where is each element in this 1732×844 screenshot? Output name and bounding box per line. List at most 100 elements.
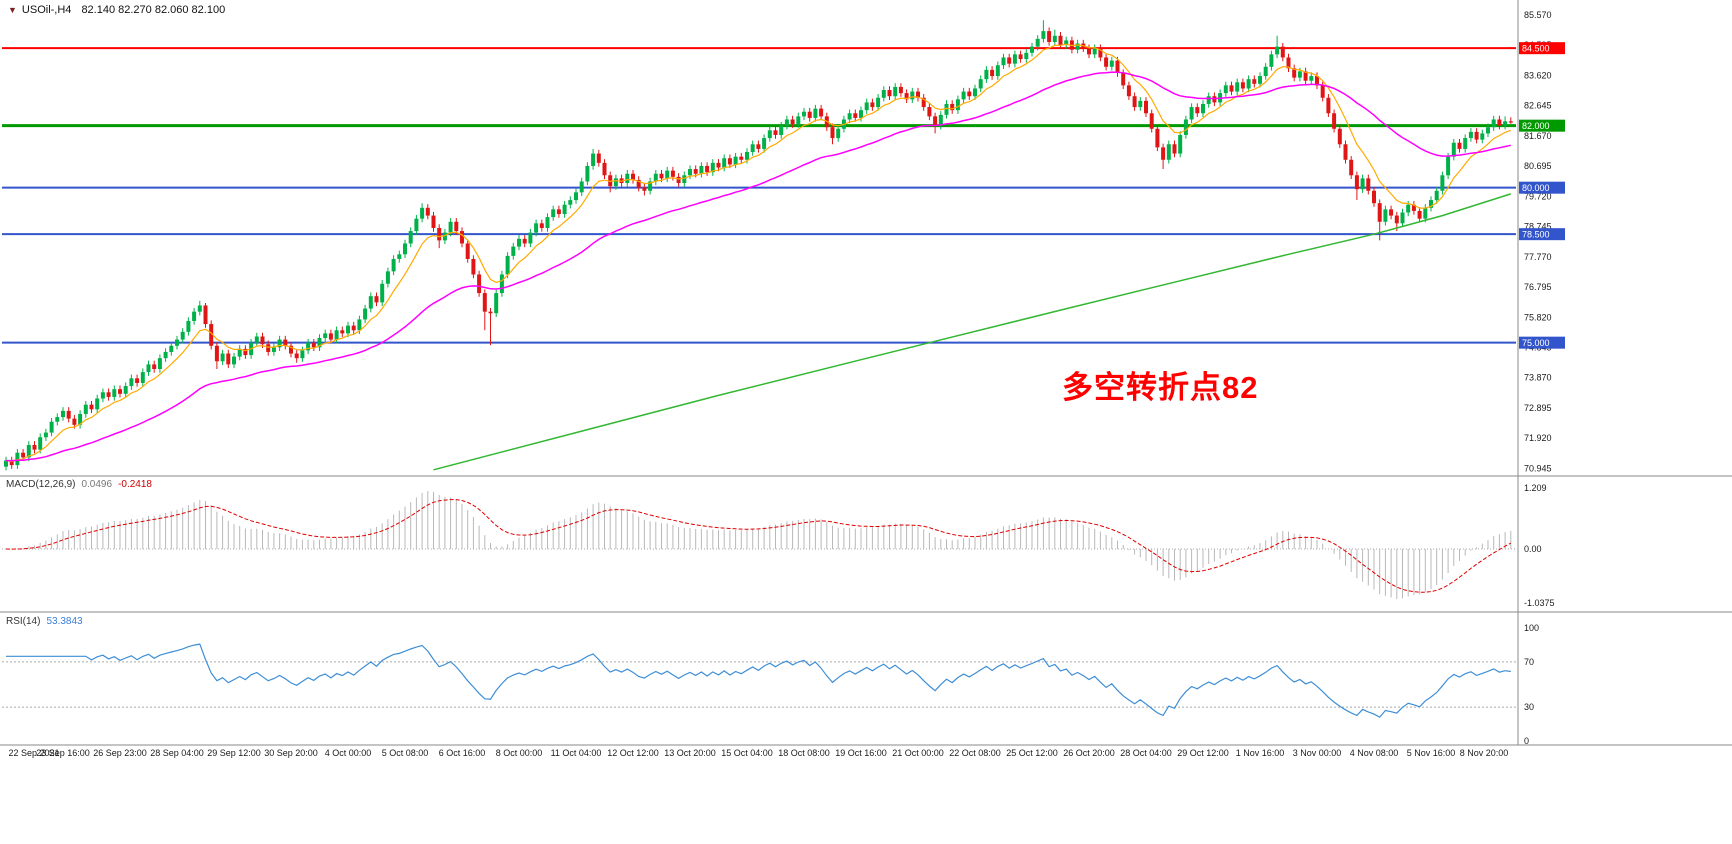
candle-body <box>784 119 789 126</box>
time-axis[interactable] <box>0 745 1732 763</box>
candle-body <box>927 107 932 117</box>
candle-body <box>306 342 311 351</box>
axis-label: 30 <box>1524 702 1534 712</box>
candle-body <box>659 173 664 179</box>
candle-body <box>186 320 191 332</box>
candle-body <box>750 144 755 153</box>
candle-body <box>636 179 641 188</box>
candle-body <box>175 339 179 346</box>
candle-body <box>112 389 117 397</box>
candle-body <box>66 410 71 419</box>
price-tick-label: 81.670 <box>1524 131 1552 141</box>
candle-body <box>140 372 145 383</box>
candle-body <box>727 158 732 165</box>
candle-body <box>1303 71 1308 81</box>
candle-body <box>938 114 943 126</box>
candle-body <box>1463 138 1468 149</box>
candle-body <box>157 358 162 370</box>
candle-body <box>300 350 305 359</box>
candle-body <box>1104 57 1109 67</box>
candle-body <box>1269 54 1274 67</box>
candle-body <box>1206 96 1211 104</box>
price-level-badge <box>1519 181 1565 194</box>
candle-body <box>881 90 886 98</box>
candle-body <box>1468 131 1473 139</box>
time-tick-label: 25 Oct 12:00 <box>1006 748 1058 758</box>
candle-body <box>1292 68 1297 78</box>
time-tick-label: 29 Sep 12:00 <box>207 748 261 758</box>
candle-body <box>870 102 875 108</box>
price-axis[interactable] <box>1518 0 1732 745</box>
candle-body <box>887 90 892 97</box>
candle-body <box>340 330 345 334</box>
candle-body <box>813 108 818 118</box>
candle-body <box>488 311 493 314</box>
candle-body <box>78 413 83 425</box>
candle-body <box>693 169 698 174</box>
candle-body <box>442 232 447 241</box>
candle-body <box>1474 131 1479 140</box>
rsi-indicator-label: RSI(14) 53.3843 <box>6 616 83 627</box>
macd-indicator-label: MACD(12,26,9) 0.0496 -0.2418 <box>6 479 152 490</box>
candle-body <box>1092 48 1097 55</box>
candle-body <box>1503 121 1508 126</box>
candle-body <box>49 421 54 433</box>
rsi-line <box>6 643 1511 718</box>
candle-body <box>1138 100 1143 108</box>
annotation-text: 多空转折点82 <box>1062 370 1259 405</box>
candle-body <box>1144 100 1148 114</box>
candle-body <box>368 296 373 309</box>
rsi-name: RSI(14) <box>6 616 41 627</box>
candle-body <box>1434 190 1439 201</box>
candle-body <box>363 308 368 320</box>
candle-body <box>135 378 140 383</box>
candle-body <box>585 165 590 182</box>
candle-body <box>32 444 37 450</box>
price-tick-label: 85.570 <box>1524 10 1552 20</box>
candle-body <box>1332 113 1337 129</box>
candle-body <box>950 103 955 111</box>
candle-body <box>1297 71 1302 78</box>
time-tick-label: 11 Oct 04:00 <box>551 748 602 758</box>
candle-body <box>294 353 299 359</box>
candle-body <box>802 111 806 117</box>
candle-body <box>152 364 157 370</box>
candle-body <box>1400 212 1405 224</box>
candle-body <box>1263 66 1268 77</box>
symbol-name: USOil-,H4 <box>21 4 72 16</box>
candle-body <box>357 319 362 331</box>
candle-body <box>43 432 48 438</box>
candle-body <box>1366 178 1371 191</box>
candle-body <box>351 325 356 331</box>
candle-body <box>1252 79 1257 84</box>
candle-body <box>243 348 248 356</box>
candle-body <box>733 156 738 165</box>
candle-body <box>1041 31 1046 39</box>
ma-mid-line <box>5 71 1511 462</box>
candle-body <box>790 119 795 125</box>
candle-body <box>551 209 556 218</box>
time-tick-label: 8 Oct 00:00 <box>496 748 543 758</box>
candle-body <box>847 113 852 120</box>
symbol-dropdown-icon[interactable]: ▼ <box>8 5 17 15</box>
candle-body <box>169 345 174 352</box>
candle-body <box>836 128 841 139</box>
candle-body <box>380 283 385 303</box>
candle-body <box>9 460 14 466</box>
candle-body <box>967 91 972 97</box>
macd-main-value: 0.0496 <box>81 479 113 490</box>
candle-body <box>146 364 151 373</box>
price-level-badge-text: 80.000 <box>1522 183 1550 193</box>
time-tick-label: 5 Oct 08:00 <box>382 748 429 758</box>
candle-body <box>990 69 995 77</box>
candle-body <box>1201 103 1205 114</box>
time-tick-label: 22 Sep 2021 <box>8 748 59 758</box>
symbol-ohlc-values: 82.140 82.270 82.060 82.100 <box>81 4 226 16</box>
candle-body <box>374 296 379 303</box>
time-tick-label: 26 Sep 23:00 <box>93 748 147 758</box>
candle-body <box>15 452 20 466</box>
candle-body <box>203 305 208 325</box>
candle-body <box>910 91 915 100</box>
candle-body <box>391 258 396 272</box>
